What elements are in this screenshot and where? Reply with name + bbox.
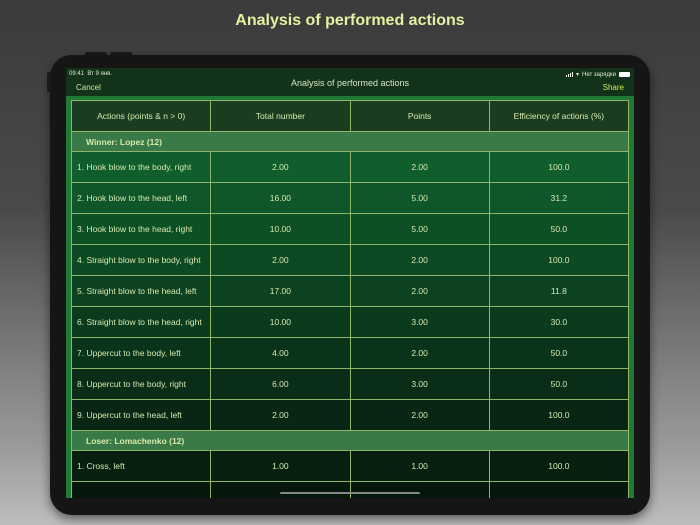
- action-cell: 1. Hook blow to the body, right: [70, 151, 212, 183]
- device-top-button: [85, 52, 107, 56]
- screen-title: Analysis of performed actions: [290, 78, 410, 88]
- points-cell: 3.00: [349, 306, 490, 338]
- points-cell: 2.00: [349, 275, 490, 307]
- action-cell: 7. Uppercut to the body, left: [70, 337, 212, 369]
- table-row[interactable]: 7. Uppercut to the body, left 4.00 2.00 50.…: [70, 337, 630, 369]
- share-button[interactable]: Share: [602, 83, 624, 92]
- cellular-signal-icon: [566, 72, 573, 77]
- device-side-button: [47, 72, 51, 92]
- efficiency-cell: 50.0: [488, 213, 630, 245]
- efficiency-cell: 31.2: [488, 182, 630, 214]
- navigation-bar: 09:41 Вт 9 янв. ▾ Нет зарядки Cancel Ana…: [66, 68, 634, 96]
- status-bar: 09:41 Вт 9 янв. ▾ Нет зарядки: [66, 68, 634, 80]
- group-header-row: Winner: Lopez (12): [71, 131, 629, 152]
- table-row[interactable]: 1. Hook blow to the body, right 2.00 2.00 1…: [70, 151, 630, 183]
- wifi-icon: ▾: [576, 72, 580, 78]
- efficiency-cell: 50.0: [488, 337, 630, 369]
- device-top-button: [110, 52, 132, 56]
- group-label: Winner: Lopez (12): [71, 131, 629, 152]
- column-header-total: Total number: [210, 100, 351, 132]
- action-cell: 1. Cross, left: [70, 450, 212, 482]
- total-cell: 16.00: [210, 182, 351, 214]
- analysis-table: Actions (points & n > 0) Total number Po…: [70, 100, 630, 498]
- efficiency-cell: 100.0: [488, 399, 630, 431]
- points-cell: 5.00: [349, 213, 490, 245]
- points-cell: 3.00: [349, 368, 490, 400]
- efficiency-cell: 30.0: [488, 306, 630, 338]
- action-cell: 6. Straight blow to the head, right: [70, 306, 212, 338]
- analysis-table-container[interactable]: Actions (points & n > 0) Total number Po…: [66, 96, 634, 498]
- efficiency-cell: 100.0: [488, 151, 630, 183]
- action-cell: 2. Hook blow to the head, left: [70, 182, 212, 214]
- action-cell: 5. Straight blow to the head, left: [70, 275, 212, 307]
- total-cell: 17.00: [210, 275, 351, 307]
- table-row[interactable]: 8. Uppercut to the body, right 6.00 3.00 50…: [70, 368, 630, 400]
- promo-title: Analysis of performed actions: [235, 12, 465, 29]
- table-header-row: Actions (points & n > 0) Total number Po…: [70, 100, 630, 132]
- points-cell: 2.00: [349, 244, 490, 276]
- table-row-partial[interactable]: [70, 481, 630, 498]
- group-label: Loser: Lomachenko (12): [71, 430, 629, 451]
- points-cell: 1.00: [349, 450, 490, 482]
- column-header-points: Points: [349, 100, 490, 132]
- total-cell: 1.00: [210, 450, 351, 482]
- column-header-actions: Actions (points & n > 0): [70, 100, 212, 132]
- table-row[interactable]: 6. Straight blow to the head, right 10.00…: [70, 306, 630, 338]
- battery-status-text: Нет зарядки: [582, 71, 616, 78]
- efficiency-cell: 50.0: [488, 368, 630, 400]
- group-header-row: Loser: Lomachenko (12): [71, 430, 629, 451]
- status-date: Вт 9 янв.: [87, 71, 112, 77]
- efficiency-cell: 11.8: [488, 275, 630, 307]
- points-cell: 2.00: [349, 337, 490, 369]
- total-cell: 6.00: [210, 368, 351, 400]
- total-cell: 2.00: [210, 244, 351, 276]
- action-cell: 8. Uppercut to the body, right: [70, 368, 212, 400]
- total-cell: 2.00: [210, 399, 351, 431]
- action-cell: 9. Uppercut to the head, left: [70, 399, 212, 431]
- points-cell: 2.00: [349, 151, 490, 183]
- table-row[interactable]: 1. Cross, left 1.00 1.00 100.0: [70, 450, 630, 482]
- battery-icon: [619, 72, 630, 77]
- action-cell: 3. Hook blow to the head, right: [70, 213, 212, 245]
- column-header-efficiency: Efficiency of actions (%): [488, 100, 630, 132]
- points-cell: 5.00: [349, 182, 490, 214]
- table-row[interactable]: 5. Straight blow to the head, left 17.00 2…: [70, 275, 630, 307]
- table-row[interactable]: 2. Hook blow to the head, left 16.00 5.00 3…: [70, 182, 630, 214]
- points-cell: 2.00: [349, 399, 490, 431]
- screen: 09:41 Вт 9 янв. ▾ Нет зарядки Cancel Ana…: [66, 68, 634, 498]
- total-cell: 4.00: [210, 337, 351, 369]
- total-cell: 2.00: [210, 151, 351, 183]
- status-time: 09:41: [69, 71, 85, 77]
- action-cell: 4. Straight blow to the body, right: [70, 244, 212, 276]
- total-cell: 10.00: [210, 306, 351, 338]
- horizontal-scrollbar[interactable]: [280, 492, 420, 494]
- cancel-button[interactable]: Cancel: [76, 83, 101, 92]
- total-cell: 10.00: [210, 213, 351, 245]
- table-row[interactable]: 9. Uppercut to the head, left 2.00 2.00 100…: [70, 399, 630, 431]
- efficiency-cell: 100.0: [488, 244, 630, 276]
- table-row[interactable]: 3. Hook blow to the head, right 10.00 5.00…: [70, 213, 630, 245]
- table-row[interactable]: 4. Straight blow to the body, right 2.00 2…: [70, 244, 630, 276]
- efficiency-cell: 100.0: [488, 450, 630, 482]
